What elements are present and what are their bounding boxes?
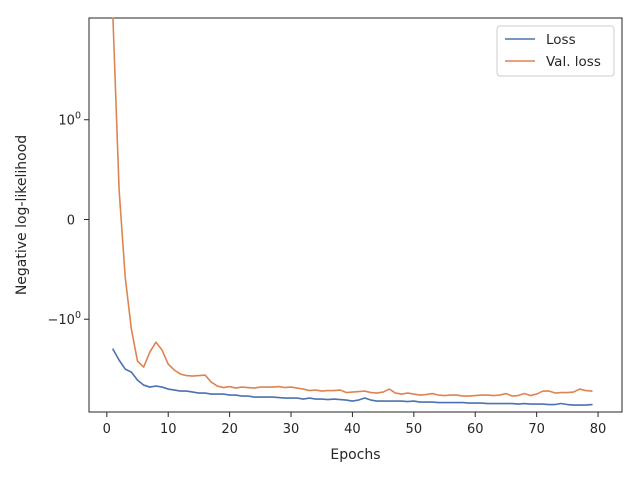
y-tick-label: −100 — [48, 310, 81, 328]
y-tick-label: 100 — [58, 111, 81, 129]
series-layer — [112, 17, 593, 406]
x-tick-label: 30 — [283, 422, 300, 437]
x-tick-label: 10 — [160, 422, 177, 437]
legend: Loss Val. loss — [496, 25, 615, 77]
x-tick-label: 60 — [467, 422, 484, 437]
series-line-1 — [112, 17, 593, 397]
legend-label-loss: Loss — [546, 32, 576, 48]
y-tick-label: 0 — [67, 213, 75, 228]
x-tick-label: 20 — [221, 422, 238, 437]
x-tick-label: 40 — [344, 422, 361, 437]
y-axis: 100 0 −100 — [48, 111, 89, 328]
series-line-0 — [112, 348, 593, 406]
y-axis-title: Negative log-likelihood — [14, 135, 30, 295]
x-tick-label: 70 — [528, 422, 545, 437]
x-axis: 0 10 20 30 40 50 60 70 80 — [103, 412, 607, 437]
x-tick-label: 0 — [103, 422, 111, 437]
legend-label-val-loss: Val. loss — [546, 54, 601, 70]
x-tick-label: 80 — [590, 422, 607, 437]
plot-area — [88, 17, 623, 413]
x-tick-label: 50 — [406, 422, 423, 437]
x-axis-title: Epochs — [330, 447, 380, 463]
